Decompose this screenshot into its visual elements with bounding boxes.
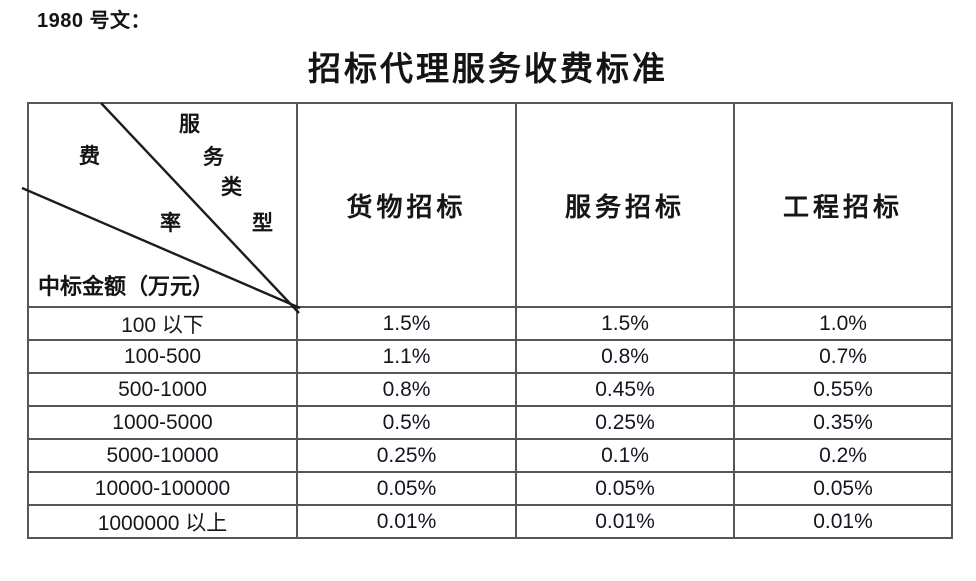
amount-range-cell: 100-500 — [27, 339, 298, 374]
table-row: 10000-100000 0.05% 0.05% 0.05% — [27, 471, 953, 506]
works-rate-cell: 0.7% — [733, 339, 953, 374]
fee-standard-table: 服 务 类 型 费 率 中标金额（万元） 货物招标 服务招标 工程招标 100 … — [21, 102, 953, 539]
works-rate-cell: 0.01% — [733, 504, 953, 539]
goods-rate-cell: 0.25% — [296, 438, 517, 473]
goods-rate-cell: 1.5% — [296, 306, 517, 341]
works-rate-cell: 1.0% — [733, 306, 953, 341]
amount-range-cell: 10000-100000 — [27, 471, 298, 506]
services-rate-cell: 0.05% — [515, 471, 735, 506]
column-header-works-tender: 工程招标 — [733, 102, 953, 308]
header-row: 服 务 类 型 费 率 中标金额（万元） 货物招标 服务招标 工程招标 — [21, 102, 953, 314]
services-rate-cell: 0.8% — [515, 339, 735, 374]
page-title: 招标代理服务收费标准 — [308, 52, 668, 88]
corner-fee-rate-char-1: 费 — [79, 144, 100, 168]
services-rate-cell: 0.1% — [515, 438, 735, 473]
goods-rate-cell: 0.05% — [296, 471, 517, 506]
column-header-services-tender: 服务招标 — [515, 102, 735, 308]
table-row: 1000-5000 0.5% 0.25% 0.35% — [27, 405, 953, 440]
corner-service-type-char-1: 服 — [179, 112, 200, 136]
table-body: 100 以下 1.5% 1.5% 1.0% 100-500 1.1% 0.8% … — [27, 306, 953, 539]
column-header-goods-tender: 货物招标 — [296, 102, 517, 308]
goods-rate-cell: 0.01% — [296, 504, 517, 539]
table-row: 5000-10000 0.25% 0.1% 0.2% — [27, 438, 953, 473]
amount-range-cell: 500-1000 — [27, 372, 298, 407]
goods-rate-cell: 0.8% — [296, 372, 517, 407]
table-row: 1000000 以上 0.01% 0.01% 0.01% — [27, 504, 953, 539]
services-rate-cell: 0.45% — [515, 372, 735, 407]
table-row: 100-500 1.1% 0.8% 0.7% — [27, 339, 953, 374]
goods-rate-cell: 1.1% — [296, 339, 517, 374]
document-ref-label: 1980 号文： — [37, 10, 152, 32]
amount-range-cell: 1000000 以上 — [27, 504, 298, 539]
works-rate-cell: 0.2% — [733, 438, 953, 473]
services-rate-cell: 0.25% — [515, 405, 735, 440]
amount-range-cell: 1000-5000 — [27, 405, 298, 440]
works-rate-cell: 0.55% — [733, 372, 953, 407]
table-row: 500-1000 0.8% 0.45% 0.55% — [27, 372, 953, 407]
amount-range-cell: 100 以下 — [27, 306, 298, 341]
corner-fee-rate-char-2: 率 — [160, 211, 181, 235]
services-rate-cell: 0.01% — [515, 504, 735, 539]
services-rate-cell: 1.5% — [515, 306, 735, 341]
works-rate-cell: 0.35% — [733, 405, 953, 440]
corner-cell: 服 务 类 型 费 率 中标金额（万元） — [21, 102, 301, 314]
corner-service-type-char-2: 务 — [203, 145, 224, 169]
corner-amount-label: 中标金额（万元） — [38, 274, 215, 299]
corner-service-type-char-3: 类 — [221, 175, 242, 199]
goods-rate-cell: 0.5% — [296, 405, 517, 440]
table-row: 100 以下 1.5% 1.5% 1.0% — [27, 306, 953, 341]
works-rate-cell: 0.05% — [733, 471, 953, 506]
corner-service-type-char-4: 型 — [252, 211, 273, 235]
amount-range-cell: 5000-10000 — [27, 438, 298, 473]
